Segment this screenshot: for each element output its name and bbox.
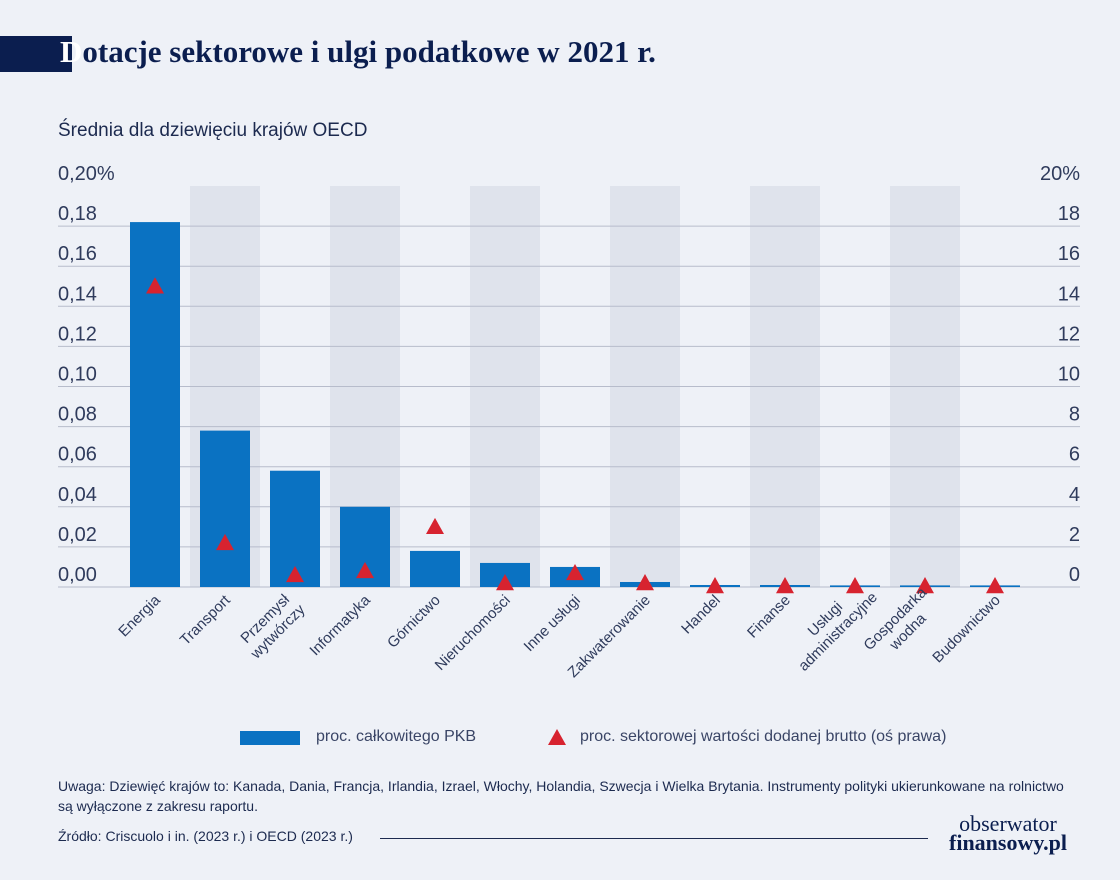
triangle-marker <box>846 576 864 594</box>
right-tick-label: 12 <box>1058 323 1080 345</box>
triangle-marker <box>286 565 304 583</box>
title-accent-bar <box>0 36 72 72</box>
source-note: Źródło: Criscuolo i in. (2023 r.) i OECD… <box>58 828 353 844</box>
category-label-line: Budownictwo <box>929 592 1004 667</box>
footnote: Uwaga: Dziewięć krajów to: Kanada, Dania… <box>58 778 1064 814</box>
triangle-marker <box>356 561 374 579</box>
category-label: Finanse <box>744 592 794 642</box>
left-tick-label: 0,02 <box>58 524 97 546</box>
left-tick-label: 0,12 <box>58 323 97 345</box>
right-tick-label: 8 <box>1069 404 1080 426</box>
bar <box>130 222 180 587</box>
legend-triangle-icon <box>548 729 566 745</box>
category-label: Budownictwo <box>929 592 1004 667</box>
category-label: Informatyka <box>306 591 374 659</box>
category-label-line: Inne usługi <box>520 592 583 655</box>
category-label: Inne usługi <box>520 592 583 655</box>
left-tick-label: 0,04 <box>58 484 97 506</box>
left-tick-label: 0,18 <box>58 203 97 225</box>
category-label: Handel <box>678 592 724 638</box>
bar-chart: 0,00 0 0,02 2 0,04 4 0,06 6 0,08 8 0,10 10 0,12 12 0,1… <box>58 163 1080 681</box>
right-tick-label: 14 <box>1058 283 1080 305</box>
right-tick-label: 4 <box>1069 484 1080 506</box>
category-label: Przemysłwytwórczy <box>234 588 309 663</box>
category-label: Górnictwo <box>384 592 444 652</box>
left-tick-label: 0,08 <box>58 404 97 426</box>
publisher-logo: obserwator finansowy.pl <box>938 811 1078 855</box>
chart-subtitle: Średnia dla dziewięciu krajów OECD <box>58 120 368 141</box>
category-label: Usługiadministracyjne <box>782 576 880 674</box>
category-label-line: Finanse <box>744 592 794 642</box>
legend-bar-swatch <box>240 731 300 745</box>
page-title: Dotacje sektorowe i ulgi podatkowe w 202… <box>60 34 656 70</box>
left-tick-label: 0,20% <box>58 163 115 185</box>
title-initial: D <box>60 34 83 69</box>
left-tick-label: 0,00 <box>58 564 97 586</box>
triangle-marker <box>986 576 1004 594</box>
bar <box>410 550 460 587</box>
logo-line-1: obserwator <box>959 811 1057 836</box>
right-tick-label: 0 <box>1069 564 1080 586</box>
right-tick-label: 10 <box>1058 364 1080 386</box>
left-tick-label: 0,16 <box>58 243 97 265</box>
triangle-marker <box>426 517 444 535</box>
triangle-marker <box>916 576 934 594</box>
triangle-marker <box>216 533 234 551</box>
category-label-line: Transport <box>177 591 235 649</box>
right-tick-label: 18 <box>1058 203 1080 225</box>
triangle-marker <box>496 573 514 591</box>
triangle-marker <box>776 576 794 594</box>
category-label-line: Nieruchomości <box>432 592 514 674</box>
legend-marker-label: proc. sektorowej wartości dodanej brutto… <box>580 728 947 745</box>
triangle-marker <box>566 563 584 581</box>
left-tick-label: 0,10 <box>58 364 97 386</box>
right-tick-label: 6 <box>1069 444 1080 466</box>
right-tick-label: 2 <box>1069 524 1080 546</box>
logo-line-2: finansowy.pl <box>949 830 1067 855</box>
legend-bar-label: proc. całkowitego PKB <box>316 728 477 745</box>
right-tick-label: 16 <box>1058 243 1080 265</box>
right-tick-label: 20% <box>1040 163 1080 185</box>
category-label: Transport <box>177 591 235 649</box>
left-tick-label: 0,06 <box>58 444 97 466</box>
triangle-marker <box>706 576 724 594</box>
category-label-line: Informatyka <box>306 591 374 659</box>
bar <box>200 430 250 587</box>
chart-legend: proc. całkowitego PKB proc. sektorowej w… <box>0 726 1120 750</box>
left-tick-label: 0,14 <box>58 283 97 305</box>
source-divider <box>380 838 928 839</box>
category-label: Nieruchomości <box>432 592 514 674</box>
triangle-marker <box>636 573 654 591</box>
category-label: Energia <box>115 591 164 640</box>
category-label-line: Energia <box>115 591 164 640</box>
category-label-line: Górnictwo <box>384 592 444 652</box>
category-label-line: Handel <box>678 592 724 638</box>
title-text: otacje sektorowe i ulgi podatkowe w 2021… <box>82 34 656 69</box>
triangle-marker <box>146 277 164 294</box>
